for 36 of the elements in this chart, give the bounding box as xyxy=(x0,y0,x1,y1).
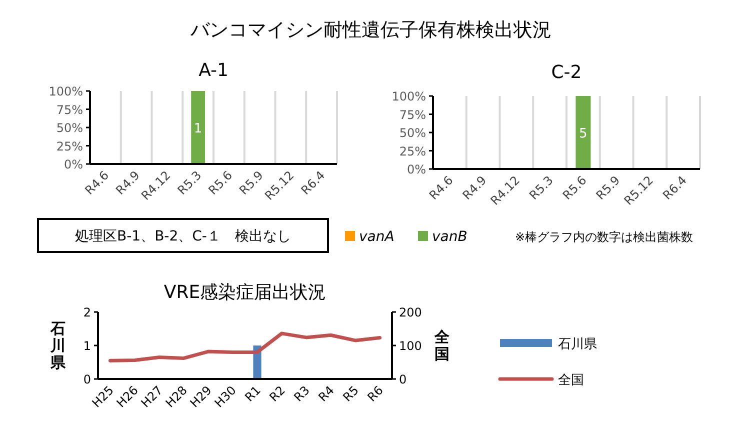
chart-title: A-1 xyxy=(198,60,228,81)
y-tick-label: 50% xyxy=(56,121,83,135)
y-tick-label: 25% xyxy=(399,144,426,158)
y-tick-label: 0% xyxy=(64,158,83,172)
y-tick-label: 100% xyxy=(392,90,426,104)
y2-axis-title: 全国 xyxy=(434,328,450,363)
y2-tick-label: 100 xyxy=(399,339,422,353)
text: ※棒グラフ内の数字は検出菌株数 xyxy=(515,230,694,244)
legend-label: vanA xyxy=(359,229,394,245)
y-tick-label: 25% xyxy=(56,139,83,154)
y-tick-label: 75% xyxy=(56,102,83,117)
x-tick-label: R3 xyxy=(291,383,312,404)
legend-label: 全国 xyxy=(558,373,584,388)
y2-tick-label: 200 xyxy=(399,306,422,320)
text: バンコマイシン耐性遺伝子保有株検出状況 xyxy=(190,19,552,41)
annotation: 5 xyxy=(579,126,588,142)
y-tick-label: 0 xyxy=(83,372,91,386)
y-tick-label: 75% xyxy=(399,108,426,122)
y-tick-label: 0% xyxy=(406,162,426,176)
text: 処理区B-1、B-2、C-１ 検出なし xyxy=(75,228,291,244)
x-tick-label: R1 xyxy=(242,383,264,404)
legend-label: 石川県 xyxy=(558,337,597,352)
line-series xyxy=(108,332,382,362)
chart-title: VRE感染症届出状況 xyxy=(164,282,326,303)
chart-title: C-2 xyxy=(551,62,582,83)
legend-label: vanB xyxy=(432,229,468,245)
y-tick-label: 1 xyxy=(83,339,91,353)
y-tick-label: 50% xyxy=(399,126,426,140)
x-tick-label: R2 xyxy=(266,383,288,404)
x-tick-label: R6 xyxy=(364,383,386,404)
x-tick-label: R5 xyxy=(340,383,362,404)
y-axis-title: 石川県 xyxy=(50,320,66,372)
y-tick-label: 2 xyxy=(83,306,91,320)
y-tick-label: 100% xyxy=(48,84,83,98)
x-tick-label: R4 xyxy=(316,383,337,404)
annotation: 1 xyxy=(194,122,202,136)
